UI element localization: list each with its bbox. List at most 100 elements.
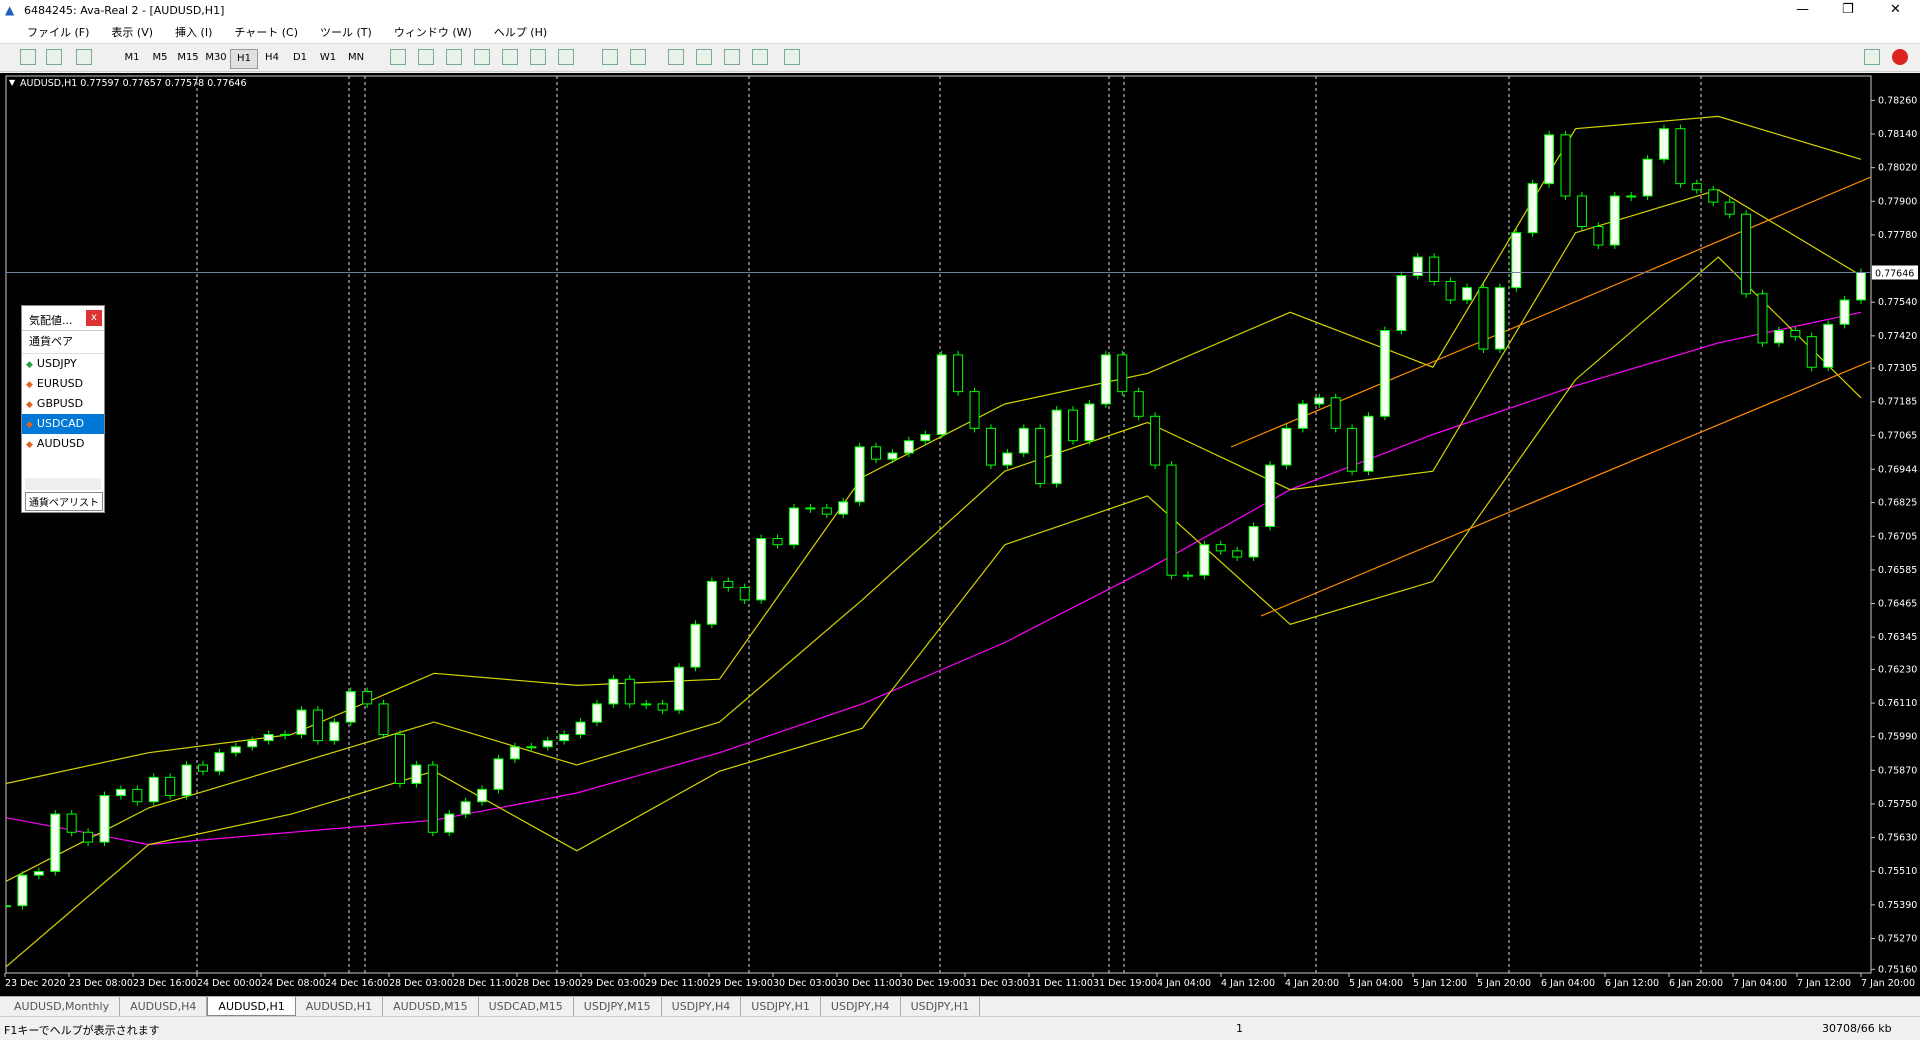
- new-chart-button[interactable]: [20, 49, 36, 65]
- close-button[interactable]: ✕: [1890, 2, 1901, 17]
- menu-item[interactable]: チャート (C): [234, 26, 299, 39]
- maximize-button[interactable]: ❐: [1842, 2, 1854, 17]
- grid-button[interactable]: [502, 49, 518, 65]
- x-tick-label: 7 Jan 04:00: [1733, 978, 1787, 989]
- candle-body: [657, 703, 668, 711]
- symbol-row[interactable]: USDCAD: [22, 414, 104, 434]
- candle-body: [1544, 134, 1555, 185]
- candle-chart-button[interactable]: [418, 49, 434, 65]
- crosshair-button[interactable]: [630, 49, 646, 65]
- chart-tab[interactable]: AUDUSD,M15: [383, 997, 479, 1016]
- candle-body: [1576, 195, 1587, 228]
- candle-body: [641, 703, 652, 706]
- candle-body: [1232, 550, 1243, 558]
- symbol-row[interactable]: AUDUSD: [22, 434, 104, 454]
- candle-body: [394, 733, 405, 785]
- symbol-row[interactable]: USDJPY: [22, 354, 104, 374]
- period-button[interactable]: M1: [124, 52, 140, 63]
- chart-tab[interactable]: USDJPY,H1: [741, 997, 821, 1016]
- chart-tab[interactable]: USDJPY,H1: [901, 997, 981, 1016]
- candle-body: [1412, 256, 1423, 277]
- candle-body: [1823, 323, 1834, 368]
- chart-tab[interactable]: AUDUSD,H1: [207, 997, 296, 1016]
- candle-body: [280, 733, 291, 736]
- candle-body: [1560, 134, 1571, 197]
- menu-item[interactable]: ツール (T): [320, 26, 372, 39]
- chart-tab[interactable]: AUDUSD,H1: [296, 997, 384, 1016]
- zoom-out-button[interactable]: [474, 49, 490, 65]
- candle-body: [624, 678, 635, 705]
- trendline-button[interactable]: [724, 49, 740, 65]
- candle-body: [17, 874, 28, 907]
- x-tick-label: 6 Jan 04:00: [1541, 978, 1595, 989]
- candle-body: [772, 538, 783, 546]
- zoom-in-button[interactable]: [446, 49, 462, 65]
- symbol-row[interactable]: EURUSD: [22, 374, 104, 394]
- menu-item[interactable]: 挿入 (I): [175, 26, 213, 39]
- candle-body: [247, 740, 258, 748]
- candle-body: [1363, 415, 1374, 472]
- chart-tab[interactable]: USDCAD,M15: [479, 997, 574, 1016]
- market-watch-tab[interactable]: 通貨ペアリスト: [25, 492, 103, 511]
- menu-item[interactable]: ウィンドウ (W): [393, 26, 472, 39]
- market-watch-header: 気配値... x: [22, 306, 104, 331]
- candle-body: [788, 507, 799, 546]
- x-tick-label: 30 Dec 11:00: [837, 978, 901, 989]
- candle-body: [1626, 195, 1637, 198]
- candle-body: [214, 752, 225, 772]
- symbol-row[interactable]: GBPUSD: [22, 394, 104, 414]
- period-button[interactable]: MN: [347, 52, 365, 63]
- chart-tab[interactable]: AUDUSD,H4: [120, 997, 208, 1016]
- fibo-button[interactable]: [752, 49, 768, 65]
- vline-button[interactable]: [668, 49, 684, 65]
- candle-body: [1133, 391, 1144, 417]
- candle-body: [1691, 183, 1702, 191]
- bar-chart-button[interactable]: [390, 49, 406, 65]
- notification-button[interactable]: [1892, 49, 1908, 65]
- chart-tab[interactable]: USDJPY,M15: [574, 997, 662, 1016]
- candle-body: [493, 758, 504, 790]
- candle-body: [1790, 330, 1801, 338]
- chart-tab[interactable]: USDJPY,H4: [821, 997, 901, 1016]
- chart-tab[interactable]: USDJPY,H4: [662, 997, 742, 1016]
- cursor-button[interactable]: [602, 49, 618, 65]
- candle-body: [1330, 397, 1341, 429]
- candle-body: [1018, 427, 1029, 454]
- candle-body: [1396, 275, 1407, 332]
- x-tick-label: 24 Dec 00:00: [197, 978, 261, 989]
- menu-item[interactable]: ヘルプ (H): [493, 26, 548, 39]
- hline-button[interactable]: [696, 49, 712, 65]
- period-button[interactable]: W1: [319, 52, 337, 63]
- period-button[interactable]: M30: [205, 52, 227, 63]
- search-button[interactable]: [1864, 49, 1880, 65]
- candle-body: [1035, 427, 1046, 485]
- candle-body: [83, 831, 94, 843]
- price-label-box: [1872, 265, 1918, 280]
- market-watch-title: 気配値...: [29, 314, 73, 327]
- candle-body: [1199, 544, 1210, 576]
- candle-body: [1429, 256, 1440, 282]
- market-watch-close[interactable]: x: [86, 310, 102, 326]
- candle-body: [197, 764, 209, 772]
- scrollbar[interactable]: [25, 478, 101, 490]
- period-button[interactable]: D1: [292, 52, 308, 63]
- menu-item[interactable]: ファイル (F): [27, 26, 90, 39]
- period-button[interactable]: M5: [152, 52, 168, 63]
- trend-line: [1260, 360, 1871, 617]
- candle-body: [230, 746, 241, 754]
- shift-button[interactable]: [558, 49, 574, 65]
- period-button[interactable]: H1: [230, 49, 258, 69]
- minimize-button[interactable]: —: [1796, 2, 1809, 17]
- autoscroll-button[interactable]: [530, 49, 546, 65]
- arrows-button[interactable]: [784, 49, 800, 65]
- candle-body: [411, 764, 422, 785]
- menu-item[interactable]: 表示 (V): [111, 26, 154, 39]
- candle-body: [1068, 409, 1079, 442]
- market-watch-button[interactable]: [76, 49, 92, 65]
- profiles-button[interactable]: [46, 49, 62, 65]
- chart-tab[interactable]: AUDUSD,Monthly: [4, 997, 121, 1016]
- candle-body: [444, 813, 455, 833]
- period-button[interactable]: H4: [265, 52, 279, 63]
- period-button[interactable]: M15: [177, 52, 199, 63]
